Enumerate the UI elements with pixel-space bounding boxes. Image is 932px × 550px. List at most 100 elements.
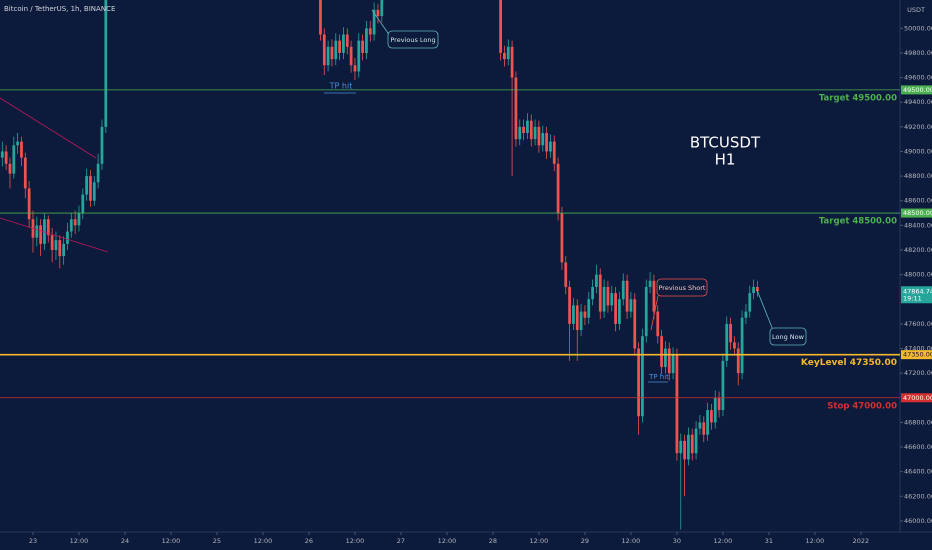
price-tag [901,85,932,95]
price-tag [901,208,932,218]
level-label: Target 48500.00 [819,217,897,227]
candle-body [81,194,85,214]
candle-body [104,0,108,127]
candle-body [614,293,617,324]
candle-body [572,305,575,324]
x-tick-label: 28 [489,537,497,545]
candle-body [518,126,522,140]
candle-body [27,188,31,220]
candle-body [526,120,529,133]
candle-body [541,133,545,146]
candle-body [690,434,694,454]
y-tick-label: 48400.00 [904,221,932,229]
candle-body [322,34,326,66]
candle-body [602,286,606,312]
candle-body [96,163,100,183]
trend-line [0,217,109,253]
candle-body [687,434,690,460]
y-tick-label: 49400.00 [904,98,932,106]
candle-body [533,126,537,140]
candle-body [598,274,602,312]
candle-body [637,348,640,417]
candle-body [621,280,625,300]
candle-body [345,34,349,47]
x-tick-label: 12:00 [622,537,641,545]
candle-body [50,235,54,250]
chart-title: Bitcoin / TetherUS, 1h, BINANCE [4,5,115,13]
candle-body [549,141,552,152]
y-tick-label: 46200.00 [904,492,932,500]
candle-body [641,336,644,417]
candle-body [625,280,629,312]
callout-box [387,30,439,49]
x-tick-label: 12:00 [162,537,181,545]
x-tick-label: 12:00 [438,537,457,545]
y-tick-label: 47600.00 [904,320,932,328]
annotation: Previous Long [390,36,435,44]
candle-body [710,410,713,423]
candle-body [353,65,357,72]
x-tick-label: 27 [397,537,405,545]
price-tag-label: 47000.00 [903,394,932,402]
y-tick-label: 48000.00 [904,271,932,279]
candle-body [12,145,16,174]
x-tick-label: 23 [29,537,37,545]
candle-body [69,219,73,232]
candle-body [652,280,656,312]
candle-body [368,28,372,35]
candle-body [648,280,652,287]
currency: USDT [907,6,925,14]
timeframe: H1 [715,151,736,169]
annotation: Previous Short [659,284,706,292]
symbol: BTCUSDT [690,134,761,152]
trend-line [0,97,97,159]
candle-body [740,317,744,374]
last-price-label: 47864.74 [903,287,932,295]
price-tag-label: 48500.00 [903,209,932,217]
candle-body [579,311,583,331]
candle-body [679,440,683,454]
x-tick-label: 12:00 [254,537,273,545]
y-tick-label: 46000.00 [904,517,932,525]
x-tick-label: 12:00 [530,537,549,545]
candle-body [610,293,614,306]
candle-body [100,126,104,164]
candle-body [556,163,560,214]
candle-body [644,286,648,337]
candle-body [522,126,525,133]
candle-body [545,133,548,152]
candle-body [748,293,752,312]
callout-line [371,9,391,37]
candle-body [35,225,39,238]
x-tick-label: 12:00 [70,537,89,545]
candle-body [77,213,81,226]
candle-body [66,231,69,244]
candle-body [23,157,27,189]
level-label: Target 49500.00 [819,93,897,103]
candle-body [744,311,748,318]
annotation: Long Now [772,333,805,341]
annotation: TP hit [329,82,353,91]
candle-body [729,323,732,343]
y-tick-label: 48800.00 [904,172,932,180]
candle-body [326,46,330,66]
candle-body [702,422,706,435]
candle-body [20,141,23,158]
candle-body [671,354,675,374]
x-tick-label: 24 [121,537,129,545]
candle-body [357,40,361,72]
level-label: KeyLevel 47350.00 [801,358,897,368]
candle-body [721,360,725,411]
candle-body [694,428,698,454]
candle-body [529,120,533,140]
candle-body [575,305,579,331]
candle-body [92,182,96,201]
y-tick-label: 49600.00 [904,74,932,82]
candle-body [736,348,740,374]
candle-body [756,286,759,292]
candle-body [698,422,702,429]
y-tick-label: 50000.00 [904,24,932,32]
candle-body [633,299,637,349]
